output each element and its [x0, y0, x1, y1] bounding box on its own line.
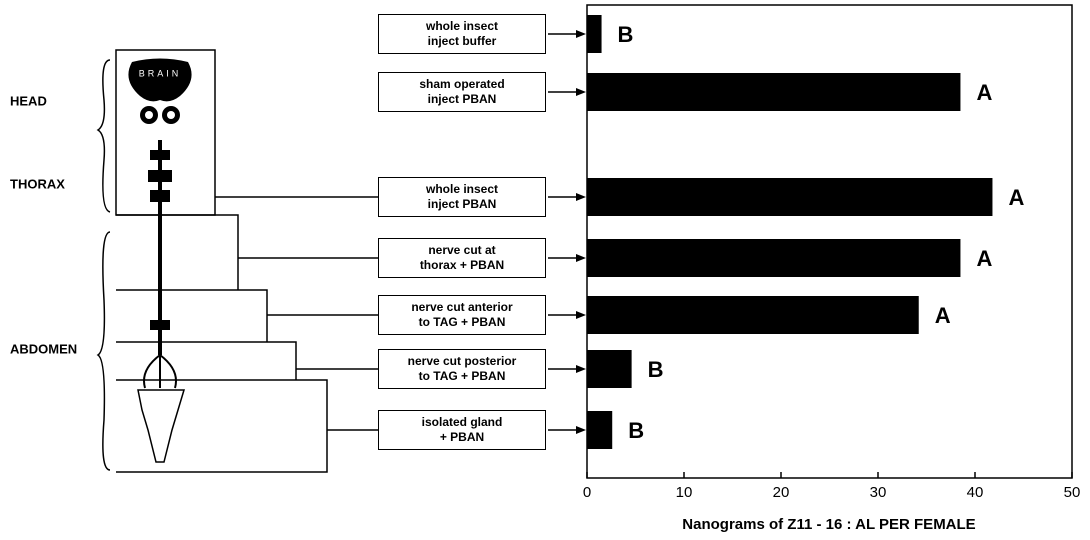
category-label: nerve cut posterior to TAG + PBAN — [378, 349, 546, 389]
brain-label: BRAIN — [139, 68, 182, 78]
bar — [587, 350, 632, 388]
brain — [128, 59, 191, 102]
x-tick-label: 40 — [967, 484, 984, 501]
arrow-head — [576, 30, 586, 38]
category-label: whole insect inject buffer — [378, 14, 546, 54]
ganglion-hole — [167, 111, 175, 119]
bar — [587, 296, 919, 334]
region-label: ABDOMEN — [10, 341, 77, 356]
category-label: isolated gland + PBAN — [378, 410, 546, 450]
category-label: sham operated inject PBAN — [378, 72, 546, 112]
arrow-head — [576, 365, 586, 373]
braces — [98, 60, 110, 470]
region-label: THORAX — [10, 176, 65, 191]
bar — [587, 411, 612, 449]
gland — [138, 390, 184, 462]
significance-label: B — [648, 357, 664, 382]
bar — [587, 15, 602, 53]
arrow-head — [576, 311, 586, 319]
abdomen-steps — [116, 215, 327, 472]
bar — [587, 239, 960, 277]
x-tick-label: 0 — [583, 484, 591, 501]
region-label: HEAD — [10, 93, 47, 108]
x-tick-label: 10 — [676, 484, 693, 501]
x-tick-label: 50 — [1064, 484, 1081, 501]
significance-label: B — [628, 418, 644, 443]
ganglion-hole — [145, 111, 153, 119]
arrow-head — [576, 426, 586, 434]
arrow-head — [576, 88, 586, 96]
x-tick-label: 20 — [773, 484, 790, 501]
significance-label: A — [976, 246, 992, 271]
significance-label: A — [1008, 185, 1024, 210]
bar — [587, 178, 992, 216]
body-diagram — [98, 50, 378, 472]
bar — [587, 73, 960, 111]
x-axis-label: Nanograms of Z11 - 16 : AL PER FEMALE — [682, 516, 975, 533]
significance-label: B — [618, 22, 634, 47]
significance-label: A — [976, 80, 992, 105]
page: BRAIN HEAD THORAX ABDOMEN Nanograms of Z… — [0, 0, 1090, 540]
category-label: nerve cut anterior to TAG + PBAN — [378, 295, 546, 335]
arrow-head — [576, 254, 586, 262]
significance-label: A — [935, 303, 951, 328]
x-tick-label: 30 — [870, 484, 887, 501]
connectors — [215, 197, 378, 430]
arrow-head — [576, 193, 586, 201]
category-label: nerve cut at thorax + PBAN — [378, 238, 546, 278]
terminal-nerves — [144, 355, 176, 388]
category-label: whole insect inject PBAN — [378, 177, 546, 217]
